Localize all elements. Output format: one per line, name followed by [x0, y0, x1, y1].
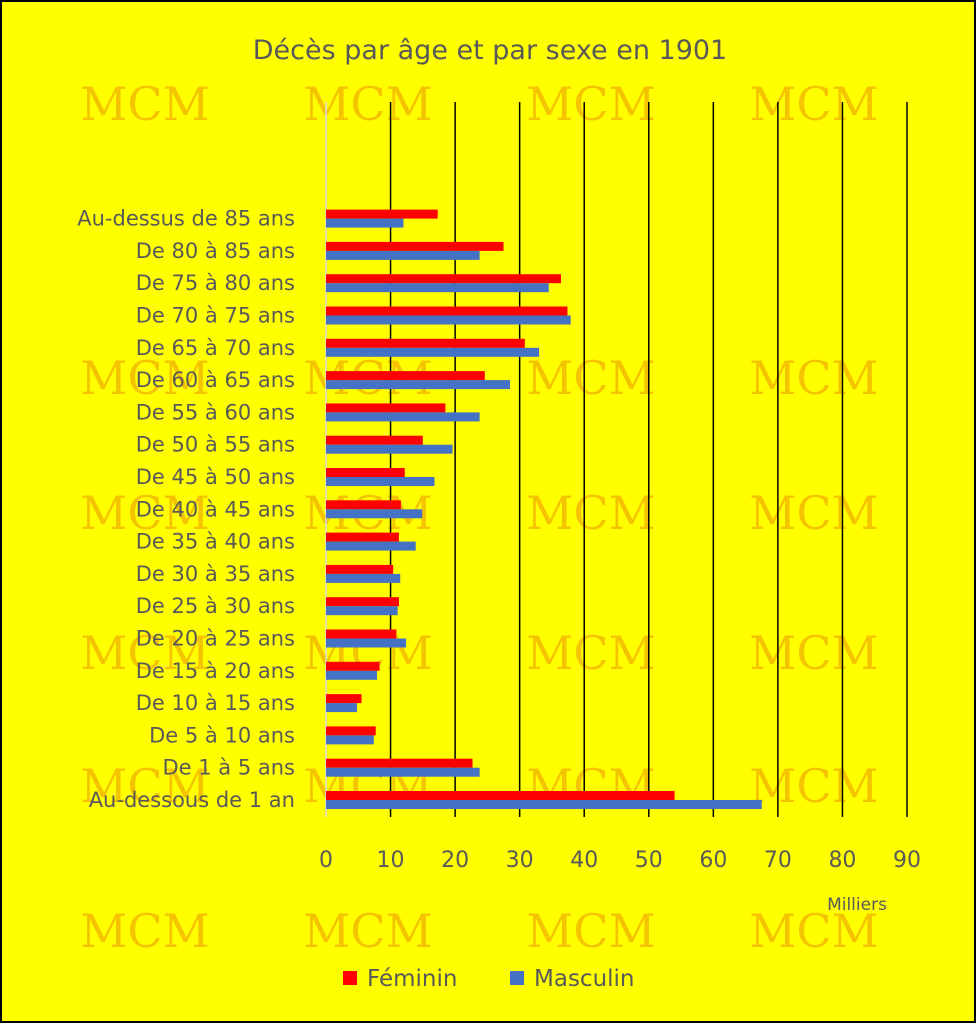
bar-feminin [326, 532, 399, 542]
bar-feminin [326, 274, 561, 284]
bar-feminin [326, 629, 397, 639]
bar-feminin [326, 694, 362, 704]
watermark-text: MCM [526, 77, 655, 131]
bar-feminin [326, 758, 473, 768]
watermark-text: MCM [80, 626, 209, 680]
legend-label-masculin: Masculin [534, 966, 635, 992]
watermark-text: MCM [80, 904, 209, 958]
x-axis-unit: Milliers [827, 895, 887, 915]
category-label: De 60 à 65 ans [136, 368, 295, 392]
watermark-text: MCM [526, 904, 655, 958]
watermark-text: MCM [749, 486, 878, 540]
category-label: De 40 à 45 ans [136, 497, 295, 521]
category-label: De 45 à 50 ans [136, 465, 295, 489]
legend: Féminin Masculin [343, 966, 635, 992]
category-label: De 70 à 75 ans [136, 304, 295, 328]
x-tick-label: 20 [441, 848, 469, 873]
watermark-text: MCM [526, 626, 655, 680]
x-tick-label: 70 [764, 848, 792, 873]
bar-feminin [326, 209, 438, 219]
bar-masculin [326, 509, 423, 519]
bar-masculin [326, 477, 435, 486]
watermark-text: MCM [303, 904, 432, 958]
bar-masculin [326, 800, 762, 809]
legend-swatch-feminin [343, 971, 357, 985]
bar-feminin [326, 338, 525, 348]
watermark-text: MCM [749, 904, 878, 958]
bar-feminin [326, 500, 401, 510]
x-tick-label: 50 [635, 848, 663, 873]
bar-feminin [326, 791, 675, 800]
category-label: De 5 à 10 ans [149, 723, 295, 747]
bar-masculin [326, 218, 404, 228]
bar-feminin [326, 306, 568, 316]
bar-masculin [326, 541, 416, 551]
x-tick-label: 90 [893, 848, 921, 873]
watermark-text: MCM [80, 759, 209, 813]
bar-feminin [326, 403, 446, 413]
watermark-text: MCM [526, 486, 655, 540]
watermark-text: MCM [526, 351, 655, 405]
category-label: De 75 à 80 ans [136, 271, 295, 295]
bar-masculin [326, 703, 357, 713]
bar-masculin [326, 767, 480, 777]
bar-masculin [326, 315, 571, 325]
category-label: De 55 à 60 ans [136, 400, 295, 424]
category-label: De 80 à 85 ans [136, 239, 295, 263]
watermark-text: MCM [80, 351, 209, 405]
bar-feminin [326, 564, 394, 574]
bar-feminin [326, 661, 380, 671]
category-label: De 30 à 35 ans [136, 562, 295, 586]
x-tick-label: 40 [570, 848, 598, 873]
category-label: De 35 à 40 ans [136, 530, 295, 554]
category-label: Au-dessus de 85 ans [77, 207, 295, 231]
bar-feminin [326, 468, 405, 477]
legend-swatch-masculin [510, 971, 524, 985]
x-tick-label: 80 [828, 848, 856, 873]
bar-masculin [326, 670, 377, 680]
x-tick-label: 60 [699, 848, 727, 873]
bar-masculin [326, 573, 401, 583]
x-tick-label: 0 [319, 848, 333, 873]
category-label: De 50 à 55 ans [136, 433, 295, 457]
bar-masculin [326, 735, 374, 745]
watermark-text: MCM [303, 77, 432, 131]
category-label: De 20 à 25 ans [136, 627, 295, 651]
bar-feminin [326, 371, 485, 381]
category-label: De 15 à 20 ans [136, 659, 295, 683]
x-tick-label: 30 [506, 848, 534, 873]
bar-masculin [326, 638, 407, 648]
category-label: De 25 à 30 ans [136, 594, 295, 618]
category-label: Au-dessous de 1 an [89, 788, 295, 812]
bar-masculin [326, 347, 540, 357]
category-label: De 10 à 15 ans [136, 691, 295, 715]
bar-feminin [326, 241, 504, 251]
bar-masculin [326, 444, 453, 454]
bar-feminin [326, 435, 423, 445]
bar-masculin [326, 412, 480, 422]
watermark-text: MCM [749, 626, 878, 680]
watermark-text: MCM [80, 77, 209, 131]
bar-feminin [326, 597, 399, 607]
legend-label-feminin: Féminin [367, 966, 457, 992]
category-label: De 1 à 5 ans [162, 756, 295, 780]
watermark-text: MCM [749, 351, 878, 405]
chart-title: Décès par âge et par sexe en 1901 [253, 35, 727, 66]
x-tick-label: 10 [377, 848, 405, 873]
watermark-text: MCM [80, 486, 209, 540]
bar-masculin [326, 380, 510, 390]
bar-masculin [326, 606, 398, 616]
bar-feminin [326, 726, 376, 736]
bar-masculin [326, 283, 549, 293]
category-label: De 65 à 70 ans [136, 336, 295, 360]
watermark-text: MCM [749, 759, 878, 813]
bar-masculin [326, 250, 480, 260]
watermark-text: MCM [749, 77, 878, 131]
